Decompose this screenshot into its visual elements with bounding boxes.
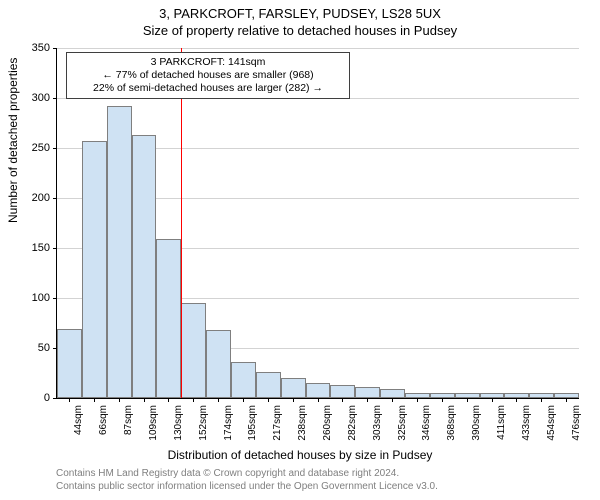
xtick-mark bbox=[193, 398, 194, 402]
xtick-label: 282sqm bbox=[347, 405, 358, 449]
xtick-label: 346sqm bbox=[421, 405, 432, 449]
gridline bbox=[57, 48, 579, 49]
annotation-line-1: 3 PARKCROFT: 141sqm bbox=[73, 56, 343, 69]
xtick-mark bbox=[268, 398, 269, 402]
xtick-mark bbox=[318, 398, 319, 402]
xtick-mark bbox=[367, 398, 368, 402]
histogram-bar bbox=[281, 378, 306, 398]
xtick-label: 433sqm bbox=[521, 405, 532, 449]
xtick-mark bbox=[566, 398, 567, 402]
ytick-mark bbox=[53, 48, 57, 49]
ytick-label: 150 bbox=[10, 242, 50, 254]
annotation-line-3: 22% of semi-detached houses are larger (… bbox=[73, 82, 343, 95]
xtick-label: 130sqm bbox=[173, 405, 184, 449]
histogram-bar bbox=[231, 362, 256, 398]
histogram-bar bbox=[132, 135, 157, 398]
histogram-bar bbox=[380, 389, 405, 398]
chart-area: 05010015020025030035044sqm66sqm87sqm109s… bbox=[56, 48, 578, 398]
ytick-label: 250 bbox=[10, 142, 50, 154]
xtick-label: 325sqm bbox=[397, 405, 408, 449]
xtick-mark bbox=[94, 398, 95, 402]
xtick-label: 476sqm bbox=[571, 405, 582, 449]
histogram-bar bbox=[156, 239, 181, 398]
histogram-bar bbox=[306, 383, 331, 398]
ytick-label: 100 bbox=[10, 292, 50, 304]
xtick-label: 411sqm bbox=[496, 405, 507, 449]
ytick-label: 50 bbox=[10, 342, 50, 354]
ytick-mark bbox=[53, 98, 57, 99]
histogram-bar bbox=[355, 387, 380, 398]
ytick-label: 0 bbox=[10, 392, 50, 404]
title-line-2: Size of property relative to detached ho… bbox=[0, 21, 600, 38]
xtick-mark bbox=[442, 398, 443, 402]
ytick-label: 350 bbox=[10, 42, 50, 54]
histogram-bar bbox=[330, 385, 355, 398]
histogram-bar bbox=[181, 303, 206, 398]
xtick-mark bbox=[243, 398, 244, 402]
xtick-label: 44sqm bbox=[73, 405, 84, 449]
title-line-1: 3, PARKCROFT, FARSLEY, PUDSEY, LS28 5UX bbox=[0, 0, 600, 21]
annotation-box: 3 PARKCROFT: 141sqm← 77% of detached hou… bbox=[66, 52, 350, 99]
xtick-mark bbox=[467, 398, 468, 402]
xtick-mark bbox=[168, 398, 169, 402]
xtick-mark bbox=[342, 398, 343, 402]
xtick-mark bbox=[218, 398, 219, 402]
xtick-mark bbox=[392, 398, 393, 402]
annotation-line-2: ← 77% of detached houses are smaller (96… bbox=[73, 69, 343, 82]
xtick-mark bbox=[119, 398, 120, 402]
xtick-label: 260sqm bbox=[322, 405, 333, 449]
footer-line-2: Contains public sector information licen… bbox=[56, 481, 438, 492]
ytick-mark bbox=[53, 248, 57, 249]
ytick-mark bbox=[53, 298, 57, 299]
xtick-mark bbox=[516, 398, 517, 402]
xtick-label: 454sqm bbox=[546, 405, 557, 449]
xtick-label: 390sqm bbox=[471, 405, 482, 449]
histogram-bar bbox=[206, 330, 231, 398]
xtick-label: 238sqm bbox=[297, 405, 308, 449]
marker-vline bbox=[181, 48, 182, 398]
xtick-label: 368sqm bbox=[446, 405, 457, 449]
xtick-mark bbox=[144, 398, 145, 402]
histogram-bar bbox=[57, 329, 82, 398]
footer-line-1: Contains HM Land Registry data © Crown c… bbox=[56, 468, 399, 479]
xtick-mark bbox=[541, 398, 542, 402]
xtick-mark bbox=[69, 398, 70, 402]
histogram-bar bbox=[107, 106, 132, 398]
xtick-label: 195sqm bbox=[247, 405, 258, 449]
xtick-label: 217sqm bbox=[272, 405, 283, 449]
xtick-mark bbox=[492, 398, 493, 402]
xtick-label: 174sqm bbox=[223, 405, 234, 449]
xtick-label: 109sqm bbox=[148, 405, 159, 449]
ytick-mark bbox=[53, 198, 57, 199]
xtick-label: 66sqm bbox=[98, 405, 109, 449]
x-axis-label: Distribution of detached houses by size … bbox=[0, 448, 600, 462]
xtick-label: 87sqm bbox=[123, 405, 134, 449]
xtick-mark bbox=[293, 398, 294, 402]
histogram-bar bbox=[256, 372, 281, 398]
ytick-label: 200 bbox=[10, 192, 50, 204]
histogram-bar bbox=[82, 141, 107, 398]
chart-container: 3, PARKCROFT, FARSLEY, PUDSEY, LS28 5UX … bbox=[0, 0, 600, 500]
plot-area: 05010015020025030035044sqm66sqm87sqm109s… bbox=[56, 48, 579, 399]
xtick-mark bbox=[417, 398, 418, 402]
ytick-mark bbox=[53, 148, 57, 149]
ytick-label: 300 bbox=[10, 92, 50, 104]
xtick-label: 152sqm bbox=[198, 405, 209, 449]
xtick-label: 303sqm bbox=[372, 405, 383, 449]
